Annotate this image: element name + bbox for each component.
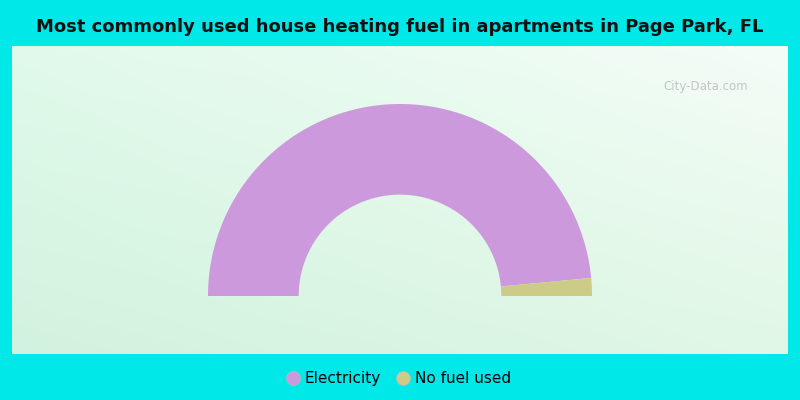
Polygon shape [208, 104, 591, 296]
Text: Most commonly used house heating fuel in apartments in Page Park, FL: Most commonly used house heating fuel in… [36, 18, 764, 36]
Legend: Electricity, No fuel used: Electricity, No fuel used [285, 366, 515, 390]
Polygon shape [501, 278, 592, 296]
Text: City-Data.com: City-Data.com [663, 80, 748, 93]
